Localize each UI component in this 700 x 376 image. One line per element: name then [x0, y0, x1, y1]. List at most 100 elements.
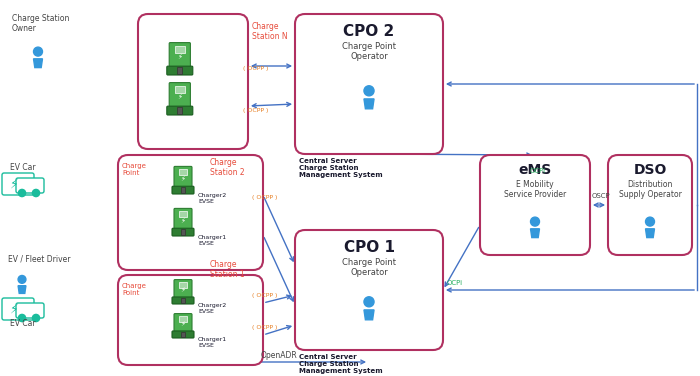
Text: Charge
Station N: Charge Station N — [252, 22, 288, 41]
Text: CPO 2: CPO 2 — [344, 24, 395, 39]
Text: ⚡: ⚡ — [177, 54, 182, 60]
FancyBboxPatch shape — [118, 275, 263, 365]
Text: ⚡: ⚡ — [181, 176, 186, 182]
FancyBboxPatch shape — [178, 282, 188, 288]
Text: EV / Fleet Driver: EV / Fleet Driver — [8, 255, 71, 264]
FancyArrowPatch shape — [372, 153, 531, 157]
FancyBboxPatch shape — [181, 229, 185, 235]
FancyBboxPatch shape — [177, 67, 182, 74]
FancyBboxPatch shape — [16, 303, 44, 318]
Polygon shape — [364, 310, 374, 320]
Circle shape — [531, 217, 540, 226]
FancyBboxPatch shape — [181, 298, 185, 303]
Text: eMS: eMS — [519, 163, 552, 177]
Text: DSO: DSO — [634, 163, 666, 177]
Text: ⚡: ⚡ — [181, 218, 186, 224]
FancyBboxPatch shape — [172, 186, 194, 194]
Text: Charge Point
Operator: Charge Point Operator — [342, 258, 396, 277]
Text: ⚡: ⚡ — [10, 303, 18, 315]
Circle shape — [32, 314, 40, 321]
Circle shape — [32, 190, 40, 197]
Text: E Mobility
Service Provider: E Mobility Service Provider — [504, 180, 566, 199]
Text: OCPi: OCPi — [530, 168, 546, 174]
Text: Central Server
Charge Station
Management System: Central Server Charge Station Management… — [299, 354, 383, 374]
Text: ⚡: ⚡ — [177, 94, 182, 100]
Polygon shape — [364, 99, 374, 109]
FancyBboxPatch shape — [174, 314, 192, 334]
FancyBboxPatch shape — [295, 14, 443, 154]
FancyBboxPatch shape — [174, 167, 192, 189]
FancyBboxPatch shape — [174, 280, 192, 300]
Text: ⚡: ⚡ — [181, 287, 186, 293]
Text: Distribution
Supply Operator: Distribution Supply Operator — [619, 180, 681, 199]
Text: ( OCPP ): ( OCPP ) — [244, 108, 269, 113]
Text: Charge Point
Operator: Charge Point Operator — [342, 42, 396, 61]
Text: EV Car: EV Car — [10, 319, 36, 328]
Circle shape — [645, 217, 654, 226]
FancyArrowPatch shape — [447, 288, 694, 292]
FancyBboxPatch shape — [169, 83, 190, 109]
Text: OCPi: OCPi — [447, 280, 463, 286]
FancyArrowPatch shape — [264, 197, 293, 261]
Polygon shape — [18, 286, 26, 293]
FancyBboxPatch shape — [16, 178, 44, 193]
FancyBboxPatch shape — [169, 42, 190, 69]
Circle shape — [34, 47, 43, 56]
Text: ( OCPP ): ( OCPP ) — [252, 195, 278, 200]
Polygon shape — [645, 229, 654, 238]
FancyBboxPatch shape — [172, 331, 194, 338]
FancyBboxPatch shape — [178, 316, 188, 321]
FancyArrowPatch shape — [264, 238, 293, 301]
Text: Charge
Point: Charge Point — [122, 283, 147, 296]
Text: Charger1
EVSE: Charger1 EVSE — [198, 235, 227, 246]
Text: Charge Station
Owner: Charge Station Owner — [12, 14, 69, 33]
FancyArrowPatch shape — [445, 227, 479, 286]
Circle shape — [18, 276, 26, 284]
FancyBboxPatch shape — [118, 155, 263, 270]
Text: Charge
Station 1: Charge Station 1 — [210, 260, 244, 279]
FancyArrowPatch shape — [266, 326, 291, 334]
Text: Charger1
EVSE: Charger1 EVSE — [198, 337, 227, 348]
Text: ( OCPP ): ( OCPP ) — [252, 293, 278, 298]
Text: ( OCPP ): ( OCPP ) — [244, 66, 269, 71]
FancyBboxPatch shape — [2, 298, 34, 320]
FancyArrowPatch shape — [594, 203, 603, 207]
Circle shape — [18, 314, 26, 321]
FancyBboxPatch shape — [2, 173, 34, 195]
FancyBboxPatch shape — [167, 106, 193, 115]
Text: ⚡: ⚡ — [10, 177, 18, 191]
Text: Charger2
EVSE: Charger2 EVSE — [198, 303, 228, 314]
FancyBboxPatch shape — [295, 230, 443, 350]
Text: ( OCPP ): ( OCPP ) — [252, 325, 278, 330]
Circle shape — [364, 297, 374, 307]
Text: Charge
Point: Charge Point — [122, 163, 147, 176]
FancyArrowPatch shape — [213, 360, 365, 364]
FancyBboxPatch shape — [172, 228, 194, 236]
Text: Charge
Station 2: Charge Station 2 — [210, 158, 244, 177]
FancyBboxPatch shape — [138, 14, 248, 149]
FancyBboxPatch shape — [608, 155, 692, 255]
FancyBboxPatch shape — [174, 208, 192, 231]
FancyBboxPatch shape — [177, 107, 182, 114]
FancyArrowPatch shape — [266, 295, 290, 302]
FancyBboxPatch shape — [178, 211, 188, 217]
Text: OSCP: OSCP — [592, 193, 610, 199]
FancyBboxPatch shape — [480, 155, 590, 255]
Text: Central Server
Charge Station
Management System: Central Server Charge Station Management… — [299, 158, 383, 178]
FancyBboxPatch shape — [174, 45, 185, 53]
Text: CPO 1: CPO 1 — [344, 240, 395, 255]
FancyArrowPatch shape — [447, 82, 694, 86]
Circle shape — [364, 86, 374, 96]
FancyBboxPatch shape — [174, 85, 185, 93]
Polygon shape — [34, 59, 43, 68]
FancyBboxPatch shape — [181, 332, 185, 337]
FancyBboxPatch shape — [172, 297, 194, 304]
Polygon shape — [531, 229, 540, 238]
Text: Charger2
EVSE: Charger2 EVSE — [198, 193, 228, 204]
FancyBboxPatch shape — [178, 169, 188, 175]
Text: ⚡: ⚡ — [181, 321, 186, 327]
FancyBboxPatch shape — [181, 187, 185, 193]
Circle shape — [18, 190, 26, 197]
FancyBboxPatch shape — [167, 66, 193, 75]
Text: EV Car: EV Car — [10, 163, 36, 172]
